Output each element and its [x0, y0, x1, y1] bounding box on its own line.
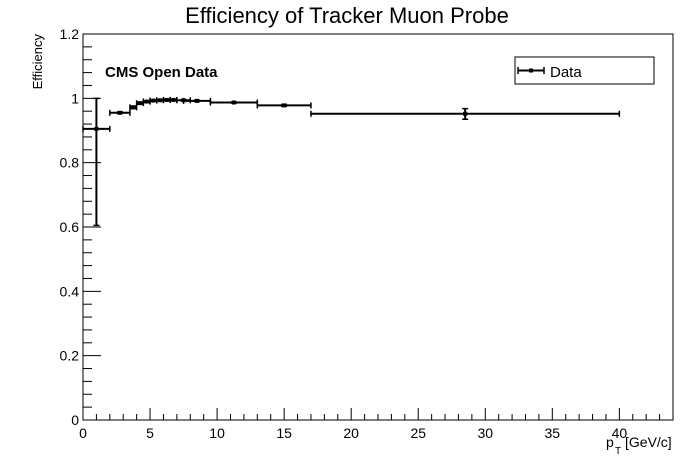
y-tick-label: 0.8	[60, 155, 80, 171]
legend-box	[514, 56, 655, 85]
data-marker	[94, 126, 99, 131]
y-tick-label: 1	[71, 90, 79, 106]
data-marker	[117, 110, 122, 115]
legend-label: Data	[550, 64, 582, 81]
x-axis-label-unit: [GeV/c]	[625, 434, 672, 450]
y-axis-label: Efficiency	[30, 34, 45, 90]
legend: Data	[514, 56, 655, 85]
cms-annotation: CMS Open Data	[105, 64, 218, 81]
y-tick-label: 0	[71, 412, 79, 428]
y-tick-label: 0.6	[60, 219, 80, 235]
data-point	[135, 100, 145, 107]
y-tick-label: 0.2	[60, 348, 80, 364]
x-axis-label-subscript: T	[615, 446, 621, 457]
data-point	[162, 96, 171, 103]
data-point	[256, 102, 312, 109]
data-marker	[231, 100, 236, 105]
data-marker	[171, 97, 176, 102]
data-point	[109, 109, 131, 116]
x-tick-label: 15	[276, 425, 292, 441]
chart-title: Efficiency of Tracker Muon Probe	[185, 3, 509, 28]
y-axis: 0 0.2 0.4 0.6 0.8 1 1.2	[60, 26, 101, 428]
legend-marker-point	[529, 68, 533, 73]
data-marker	[158, 98, 163, 103]
y-tick-label: 1.2	[60, 26, 80, 42]
data-marker	[463, 111, 468, 116]
x-tick-label: 0	[79, 425, 87, 441]
x-tick-label: 40	[612, 425, 628, 441]
x-tick-label: 25	[410, 425, 426, 441]
x-tick-label: 10	[209, 425, 225, 441]
x-tick-label: 35	[545, 425, 561, 441]
data-marker	[131, 105, 136, 110]
data-marker	[164, 97, 169, 102]
data-point	[82, 97, 111, 227]
data-marker	[194, 98, 199, 103]
x-tick-label: 30	[477, 425, 493, 441]
x-axis-label-main: p	[606, 434, 614, 450]
data-marker	[144, 99, 149, 104]
y-tick-label: 0.4	[60, 283, 80, 299]
x-tick-label: 5	[146, 425, 154, 441]
data-point	[156, 97, 165, 104]
data-marker	[282, 103, 287, 108]
x-tick-label: 20	[343, 425, 359, 441]
data-marker	[137, 101, 142, 106]
x-axis: 0 5 10 15 20 25 30 35 40	[79, 408, 674, 441]
data-point	[310, 107, 621, 120]
x-axis-label: p T [GeV/c]	[606, 434, 672, 457]
data-series	[82, 96, 621, 227]
data-point	[182, 97, 212, 104]
data-marker	[151, 98, 156, 103]
